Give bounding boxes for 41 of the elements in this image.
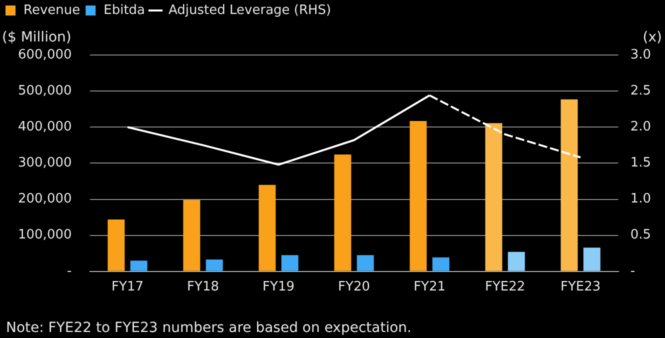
bar (334, 154, 352, 271)
y2-tick-label: 2.0 (630, 120, 652, 135)
y-tick-label: 600,000 (18, 47, 72, 62)
bar (183, 200, 200, 271)
bar (508, 252, 525, 271)
y-axis-title: ($ Million) (2, 30, 72, 46)
bar (281, 255, 298, 271)
y-tick-label: - (67, 264, 72, 279)
x-tick-label: FY21 (414, 280, 446, 295)
y-tick-label: 500,000 (18, 83, 72, 98)
x-tick-label: FYE22 (484, 280, 526, 295)
y-tick-label: 300,000 (18, 156, 72, 171)
x-tick-label: FY19 (262, 280, 295, 295)
legend-label: Ebitda (104, 2, 146, 18)
bar (130, 260, 148, 271)
x-tick-label: FY18 (187, 280, 220, 295)
y2-tick-label: 1.0 (630, 192, 652, 207)
y2-tick-label: 0.5 (630, 228, 652, 243)
bar (206, 260, 223, 271)
bar (583, 248, 600, 271)
bar (108, 219, 125, 271)
y2-tick-label: 3.0 (630, 47, 652, 62)
bar (432, 257, 450, 271)
y-tick-label: 200,000 (18, 192, 72, 207)
y-tick-label: 400,000 (18, 120, 72, 135)
y2-tick-label: 1.5 (630, 156, 652, 171)
legend-label: Adjusted Leverage (RHS) (168, 2, 332, 18)
legend-label: Revenue (24, 2, 80, 18)
bar (560, 99, 578, 271)
bar (356, 255, 374, 271)
text: Note: FYE22 to FYE23 numbers are based on expectation. (6, 320, 412, 336)
y2-axis-title: (x) (642, 30, 662, 46)
bar (258, 184, 276, 271)
y-tick-label: 100,000 (18, 228, 72, 243)
x-tick-label: FY17 (112, 280, 144, 295)
bar (410, 121, 427, 271)
x-tick-label: FYE23 (560, 280, 601, 295)
bar (485, 123, 502, 271)
y2-tick-label: 2.5 (630, 83, 652, 98)
x-tick-label: FY20 (338, 280, 370, 295)
y2-tick-label: - (630, 264, 636, 279)
